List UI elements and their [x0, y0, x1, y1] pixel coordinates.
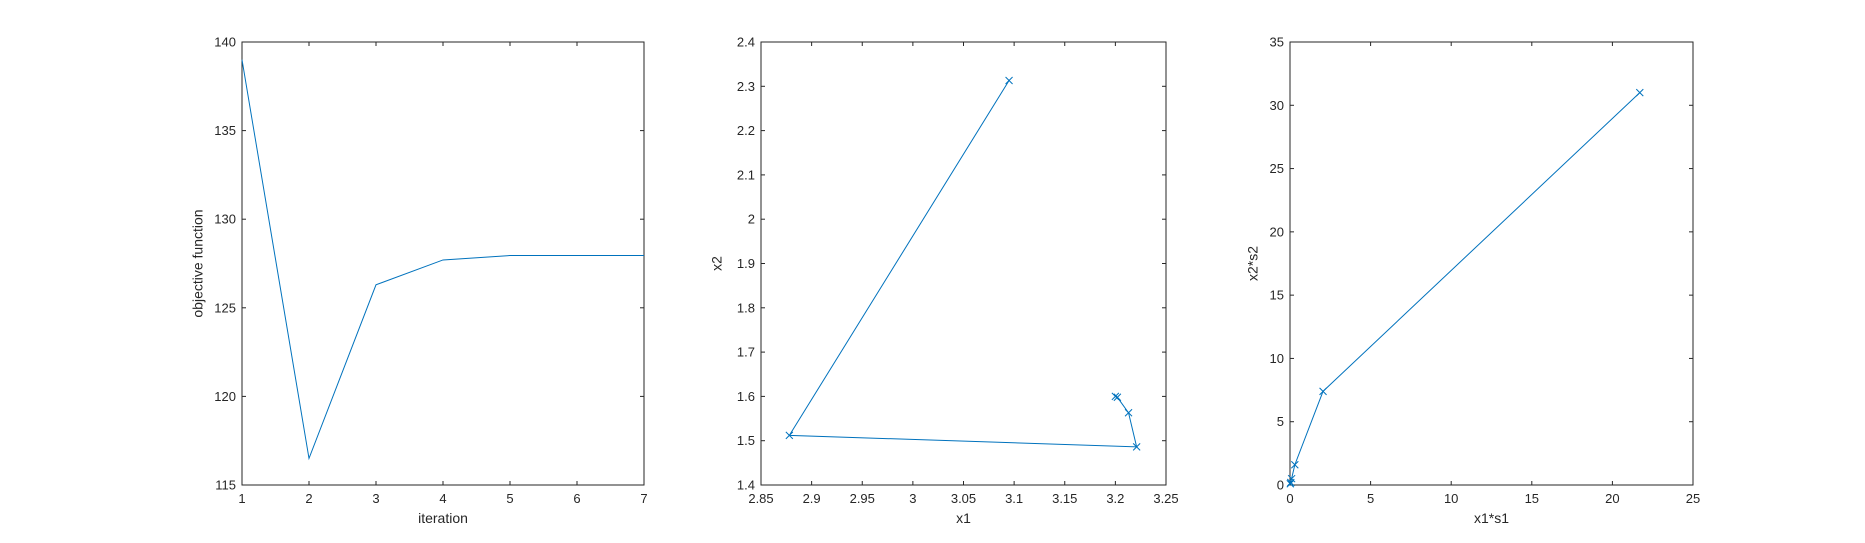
axes-frame: [241, 41, 645, 486]
y-axis-label: objective function: [189, 209, 205, 317]
y-tick-label: 135: [214, 123, 236, 138]
x-tick-label: 2.95: [850, 491, 875, 506]
x-tick-label: 15: [1525, 491, 1539, 506]
data-point-marker: [1005, 76, 1013, 85]
x-tick-label: 20: [1605, 491, 1619, 506]
subplot-objective-vs-iteration: 1 2 3 4 5 6 7 115 120 125 130 135 140 iteration object…: [189, 35, 647, 527]
y-tick-label: 1.8: [737, 300, 755, 315]
data-point-marker: [1124, 408, 1133, 417]
x-tick-label: 3.05: [951, 491, 976, 506]
y-tick-label: 115: [215, 478, 236, 493]
data-point-marker: [1290, 460, 1299, 469]
x-tick-label: 25: [1686, 491, 1700, 506]
y-tick-label: 35: [1270, 35, 1284, 50]
subplot-x2-vs-x1: 2.85 2.9 2.95 3 3.05 3.1 3.15 3.2 3.25 1.4 1.5 1.6 1…: [708, 35, 1178, 527]
y-tick-label: 30: [1270, 98, 1284, 113]
y-axis-label: x2*s2: [1245, 246, 1261, 281]
data-point-marker: [1635, 88, 1644, 97]
x-tick-label: 3.15: [1052, 491, 1077, 506]
data-point-marker: [1319, 387, 1327, 396]
x-tick-label: 0: [1286, 491, 1293, 506]
y-tick-label: 5: [1277, 414, 1284, 429]
data-point-marker: [785, 431, 794, 440]
data-point-marker: [1132, 443, 1141, 451]
y-tick-label: 1.7: [737, 345, 755, 360]
y-tick-label: 125: [214, 300, 236, 315]
y-tick-label: 2.4: [737, 35, 755, 50]
x-tick-label: 3.25: [1153, 491, 1178, 506]
data-point-marker: [1286, 479, 1295, 488]
y-tick-label: 140: [214, 35, 236, 50]
y-tick-label: 120: [214, 389, 236, 404]
x-tick-label: 10: [1444, 491, 1458, 506]
axes-frame: [760, 41, 1167, 486]
y-tick-label: 10: [1270, 351, 1284, 366]
y-axis-label: x2: [708, 256, 724, 271]
x-tick-label: 3: [372, 491, 379, 506]
x-tick-label: 1: [238, 491, 245, 506]
x-tick-label: 2: [305, 491, 312, 506]
axes-frame: [1289, 41, 1694, 486]
y-tick-label: 1.5: [737, 433, 755, 448]
y-tick-label: 1.4: [737, 478, 755, 493]
y-tick-label: 2.1: [737, 167, 755, 182]
x-tick-label: 4: [439, 491, 446, 506]
x-axis-label: x1*s1: [1474, 510, 1509, 526]
x-tick-label: 2.9: [803, 491, 821, 506]
y-tick-label: 1.6: [737, 389, 755, 404]
data-point-marker: [1286, 478, 1295, 487]
y-tick-label: 25: [1270, 161, 1284, 176]
x-tick-label: 3.2: [1106, 491, 1124, 506]
x-tick-label: 7: [640, 491, 647, 506]
data-point-marker: [1113, 393, 1122, 402]
y-tick-label: 20: [1270, 224, 1284, 239]
x-tick-label: 3.1: [1005, 491, 1023, 506]
subplot-x2s2-vs-x1s1: 0 5 10 15 20 25 0 5 10 15 20 25 30 35 x1*s1 x2*s2: [1245, 35, 1701, 527]
y-tick-label: 1.9: [737, 256, 755, 271]
y-tick-label: 15: [1270, 288, 1284, 303]
y-tick-label: 130: [214, 212, 236, 227]
x-axis-label: x1: [956, 510, 971, 526]
x-tick-label: 5: [1367, 491, 1374, 506]
y-tick-label: 2: [748, 212, 755, 227]
data-point-marker: [1111, 392, 1120, 401]
x-tick-label: 3: [909, 491, 916, 506]
series-line: [241, 59, 644, 461]
x-axis-label: iteration: [418, 510, 468, 526]
x-tick-label: 2.85: [748, 491, 773, 506]
x-tick-label: 5: [506, 491, 513, 506]
y-tick-label: 2.2: [737, 123, 755, 138]
x-tick-label: 6: [573, 491, 580, 506]
y-tick-label: 0: [1277, 478, 1284, 493]
y-tick-label: 2.3: [737, 79, 755, 94]
